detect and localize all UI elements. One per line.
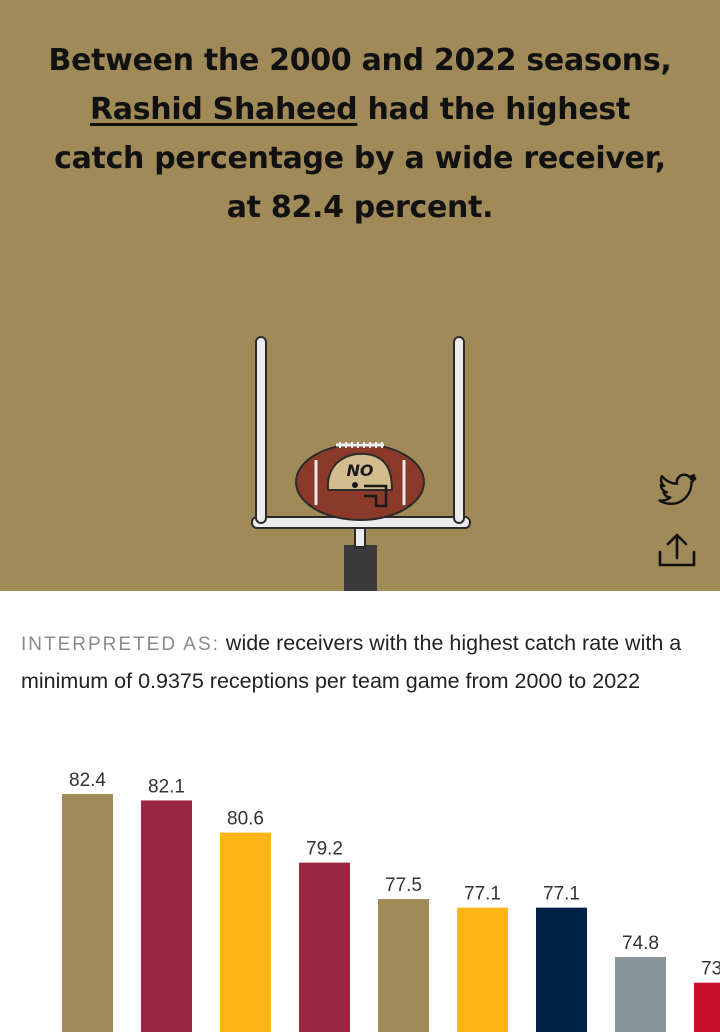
- chart-bar[interactable]: [694, 982, 720, 1032]
- chart-bar[interactable]: [62, 794, 113, 1032]
- goalpost-right-upright: [453, 336, 465, 524]
- chart-bar[interactable]: [615, 956, 666, 1032]
- chart-bar[interactable]: [457, 907, 508, 1032]
- chart-bar[interactable]: [378, 899, 429, 1032]
- interpretation-label: INTERPRETED AS:: [21, 634, 220, 655]
- headline-text-before: Between the 2000 and 2022 seasons,: [48, 43, 672, 78]
- chart-bar-value-label: 73.6: [701, 959, 720, 980]
- headline-text-after: had the highest catch percentage by a wi…: [54, 92, 666, 225]
- chart-bar-value-label: 82.1: [148, 776, 185, 797]
- twitter-icon[interactable]: [656, 470, 698, 508]
- goalpost-base: [344, 545, 377, 591]
- headline: Between the 2000 and 2022 seasons, Rashi…: [40, 36, 680, 232]
- chart-bar-value-label: 82.4: [69, 770, 106, 791]
- chart-bar-value-label: 77.1: [464, 884, 501, 905]
- chart-bar[interactable]: [299, 862, 350, 1032]
- goalpost-left-upright: [255, 336, 267, 524]
- helmet-icon: NO: [326, 452, 394, 508]
- chart-bar-value-label: 80.6: [227, 809, 264, 830]
- player-link[interactable]: Rashid Shaheed: [90, 92, 358, 127]
- chart-bar[interactable]: [141, 800, 192, 1032]
- chart-bar-value-label: 79.2: [306, 839, 343, 860]
- chart-bar[interactable]: [220, 832, 271, 1032]
- interpretation-text: wide receivers with the highest catch ra…: [21, 631, 682, 693]
- chart-bar[interactable]: [536, 907, 587, 1032]
- hero-panel: Between the 2000 and 2022 seasons, Rashi…: [0, 0, 720, 591]
- chart-bar-value-label: 77.1: [543, 884, 580, 905]
- goalpost-illustration: NO: [251, 336, 471, 591]
- share-icon[interactable]: [656, 530, 698, 570]
- chart-bar-value-label: 77.5: [385, 875, 422, 896]
- chart-bar-value-label: 74.8: [622, 933, 659, 954]
- interpretation: INTERPRETED AS: wide receivers with the h…: [21, 625, 701, 699]
- helmet-team-label: NO: [347, 461, 374, 480]
- bar-chart: 82.4 82.1 80.6 79.2 77.5 77.1 77.1 74.8 73.6: [62, 770, 720, 1032]
